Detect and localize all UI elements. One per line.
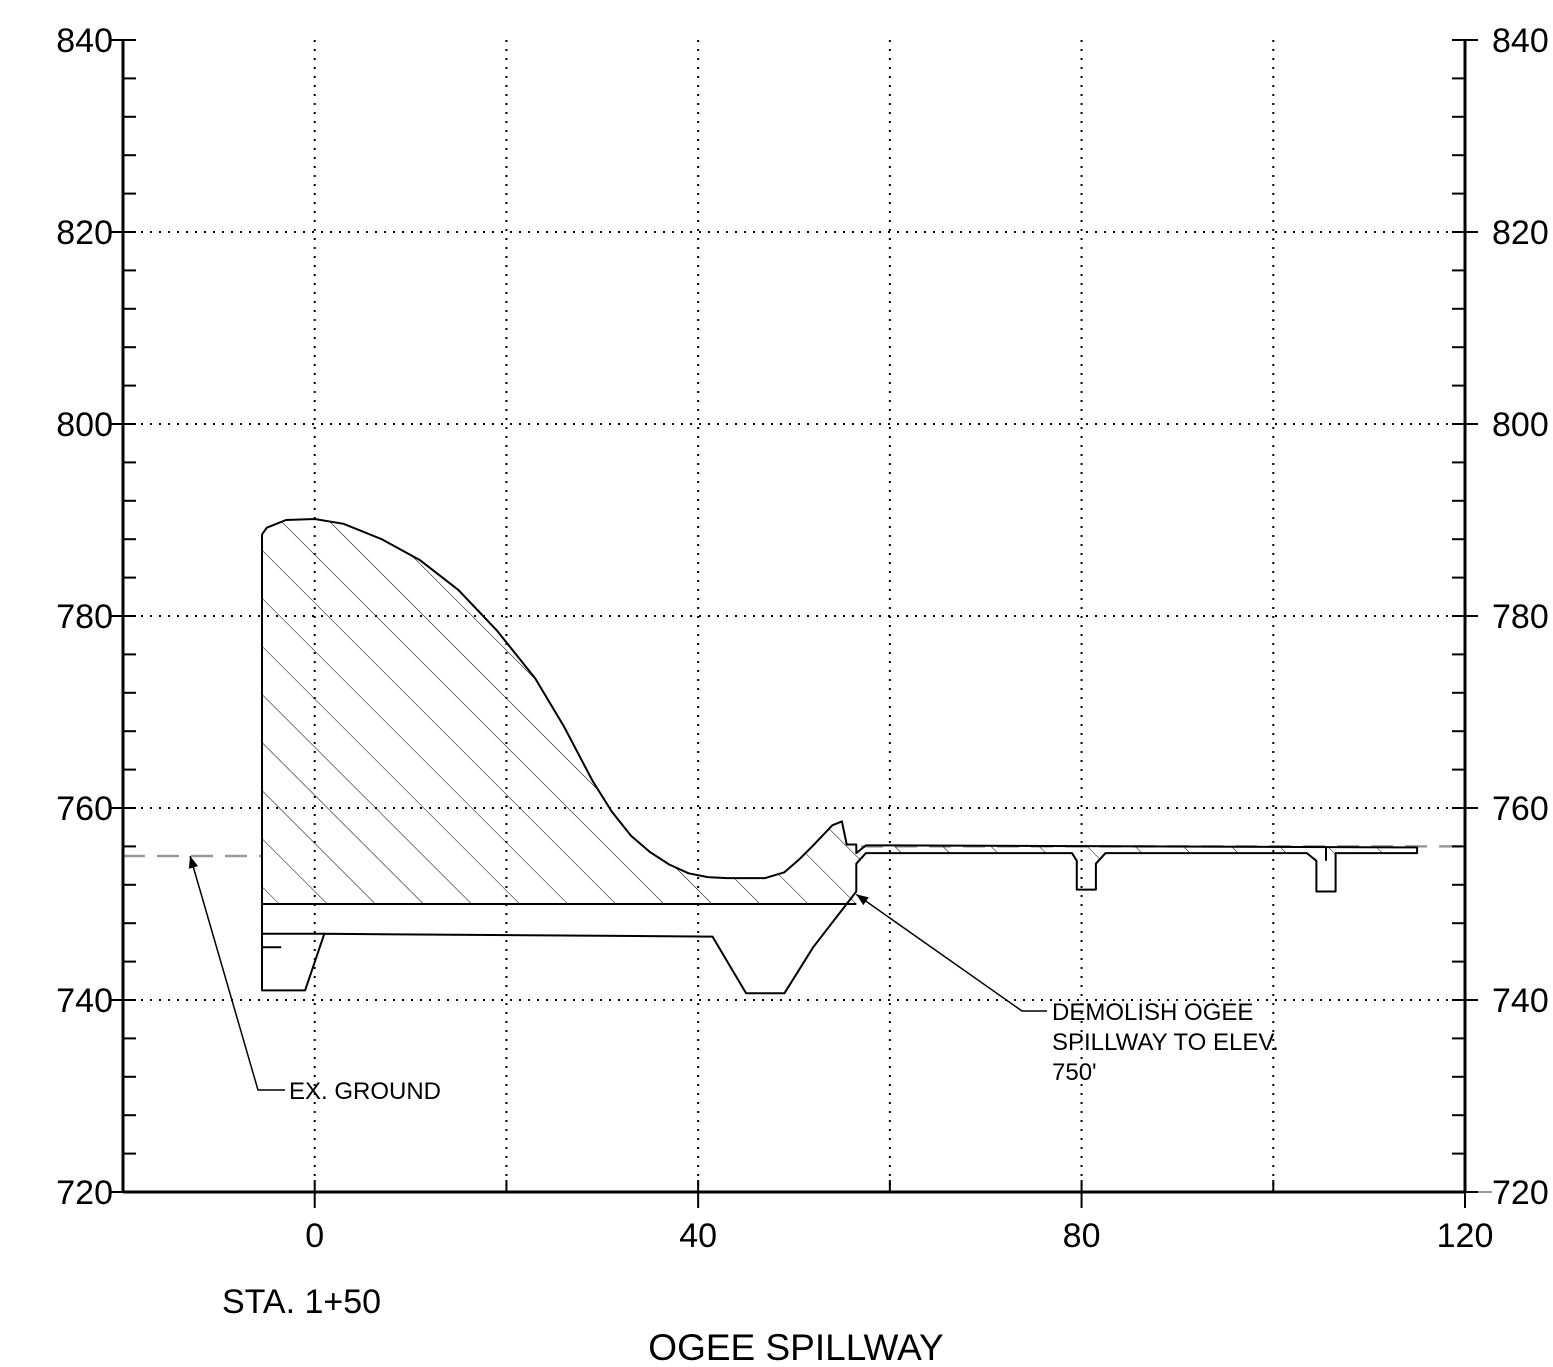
y-tick-label-left: 840 — [56, 22, 113, 60]
station-label: STA. 1+50 — [222, 1283, 381, 1321]
y-tick-label-right: 740 — [1492, 982, 1549, 1020]
y-tick-label-right: 840 — [1492, 22, 1549, 60]
x-tick-label: 120 — [1437, 1217, 1494, 1255]
y-tick-label-left: 780 — [56, 598, 113, 636]
y-tick-label-right: 780 — [1492, 598, 1549, 636]
spillway-outline — [261, 518, 1419, 995]
y-tick-label-left: 740 — [56, 982, 113, 1020]
y-tick-label-left: 760 — [56, 790, 113, 828]
ex-ground-label: EX. GROUND — [289, 1078, 441, 1105]
annotations: EX. GROUND DEMOLISH OGEE SPILLWAY TO ELEV.… — [188, 855, 1279, 1105]
ex-ground-leader — [188, 855, 285, 1091]
demolition-hatch — [262, 519, 1418, 904]
y-tick-label-right: 720 — [1492, 1174, 1549, 1212]
drawing-title: OGEE SPILLWAY — [648, 1327, 943, 1367]
demolish-label: SPILLWAY TO ELEV. — [1052, 1029, 1279, 1056]
y-tick-label-left: 800 — [56, 406, 113, 444]
axis-tick-labels: 0 40 80 120 840 820 800 780 760 740 720 840 820 800 78… — [56, 22, 1548, 1255]
x-tick-label: 0 — [305, 1217, 324, 1255]
spillway-section — [261, 518, 1419, 995]
x-tick-label: 80 — [1063, 1217, 1101, 1255]
y-tick-label-right: 820 — [1492, 214, 1549, 252]
y-tick-label-left: 820 — [56, 214, 113, 252]
y-tick-label-right: 760 — [1492, 790, 1549, 828]
y-tick-label-left: 720 — [56, 1174, 113, 1212]
x-tick-label: 40 — [679, 1217, 717, 1255]
demolish-label: DEMOLISH OGEE — [1052, 999, 1253, 1026]
y-tick-label-right: 800 — [1492, 406, 1549, 444]
demolish-label: 750' — [1052, 1059, 1097, 1086]
demolish-leader — [855, 893, 1047, 1012]
axis-ticks — [110, 39, 1478, 1208]
